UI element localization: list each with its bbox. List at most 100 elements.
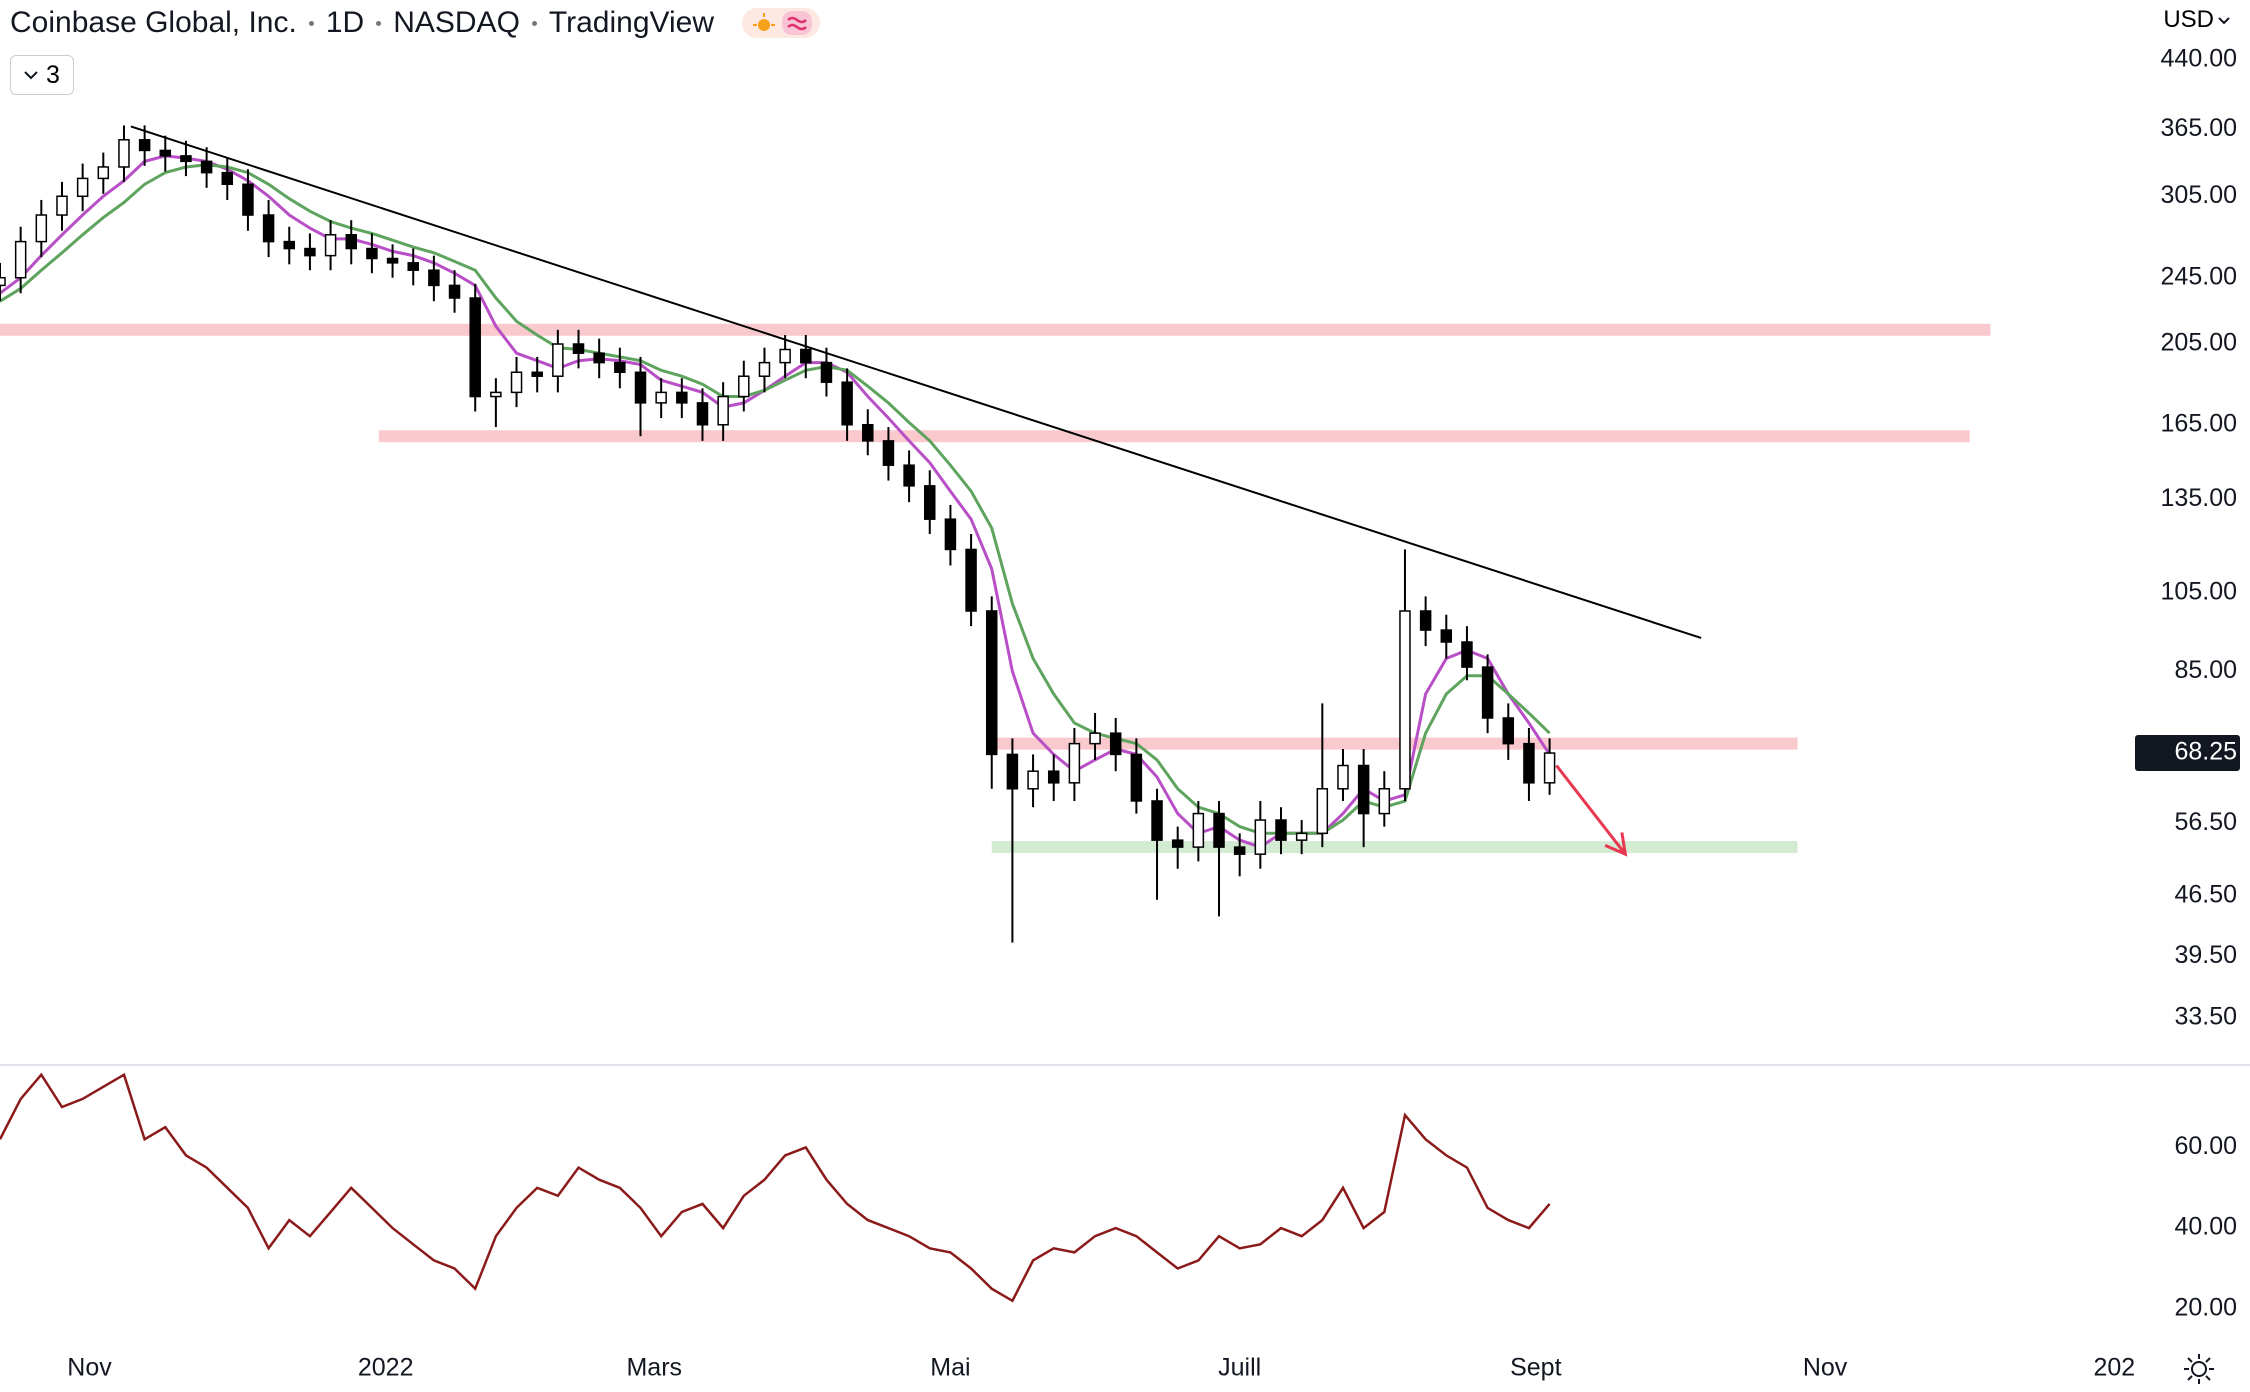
session-icons[interactable] bbox=[742, 8, 820, 38]
candle-body bbox=[510, 371, 523, 394]
candle-body bbox=[572, 343, 585, 354]
candle-body bbox=[1213, 812, 1225, 848]
y-tick-label: 85.00 bbox=[2174, 656, 2237, 684]
candle-body bbox=[304, 247, 316, 257]
price-zone bbox=[0, 323, 1991, 336]
price-zone bbox=[991, 737, 1798, 750]
candle-body bbox=[779, 348, 791, 364]
currency-menu[interactable]: USD bbox=[2163, 6, 2230, 34]
candle-body bbox=[593, 352, 605, 364]
x-tick-label: 2022 bbox=[358, 1354, 414, 1382]
candle-body bbox=[1378, 788, 1391, 815]
source: TradingView bbox=[548, 6, 714, 39]
candle-body bbox=[1192, 812, 1205, 848]
candle-body bbox=[1233, 846, 1246, 855]
y-tick-label: 365.00 bbox=[2161, 114, 2237, 142]
candle-body bbox=[1275, 819, 1287, 841]
candle-body bbox=[1254, 819, 1267, 855]
candle-body bbox=[985, 610, 998, 756]
candle-body bbox=[1481, 666, 1494, 719]
currency: USD bbox=[2163, 6, 2214, 33]
candle-body bbox=[56, 195, 68, 216]
x-tick-label: Mai bbox=[930, 1354, 970, 1382]
y-tick-label: 440.00 bbox=[2161, 45, 2237, 73]
candle-body bbox=[820, 361, 833, 383]
candle-body bbox=[1295, 832, 1308, 841]
candle-body bbox=[882, 440, 895, 466]
candle-body bbox=[1089, 732, 1101, 745]
header: Coinbase Global, Inc. 1D NASDAQ TradingV… bbox=[10, 6, 820, 40]
candle-body bbox=[180, 155, 192, 163]
chevron bbox=[24, 71, 38, 80]
candle-body bbox=[324, 234, 337, 257]
candle-body bbox=[76, 177, 89, 198]
y-tick-label: 20.00 bbox=[2174, 1293, 2237, 1321]
candle-body bbox=[1502, 717, 1515, 745]
interval[interactable]: 1D bbox=[325, 6, 365, 39]
y-tick-label: 135.00 bbox=[2161, 484, 2237, 512]
chevron bbox=[2218, 16, 2230, 24]
candle-body bbox=[1130, 753, 1143, 802]
candle-body bbox=[1461, 641, 1473, 668]
candle-body bbox=[965, 548, 977, 612]
x-tick-label: Sept bbox=[1510, 1354, 1561, 1382]
candle-body bbox=[0, 276, 6, 287]
candle-body bbox=[14, 240, 27, 279]
candle-body bbox=[1337, 764, 1349, 790]
arrow-head bbox=[1604, 832, 1628, 857]
x-tick-label: Nov bbox=[1803, 1354, 1848, 1382]
symbol-title[interactable]: Coinbase Global, Inc. bbox=[10, 6, 297, 39]
x-tick-label: 202 bbox=[2093, 1354, 2135, 1382]
candle-body bbox=[800, 348, 812, 364]
price-zone bbox=[991, 841, 1798, 854]
last-price-label: 68.25 bbox=[2174, 738, 2237, 766]
candle-body bbox=[1399, 610, 1411, 790]
trend-line bbox=[130, 125, 1702, 639]
settings-icon[interactable] bbox=[2182, 1352, 2216, 1386]
candle-body bbox=[1151, 800, 1163, 841]
candle-body bbox=[696, 402, 709, 426]
y-tick-label: 56.50 bbox=[2174, 808, 2237, 836]
arrow bbox=[1555, 764, 1627, 856]
candle-body bbox=[428, 269, 440, 287]
candle-body bbox=[862, 423, 874, 442]
candle-body bbox=[717, 395, 729, 426]
sun-icon bbox=[753, 13, 775, 31]
candle-body bbox=[634, 371, 647, 404]
y-tick-label: 46.50 bbox=[2174, 880, 2237, 908]
wave-icon bbox=[782, 11, 812, 35]
candle-body bbox=[531, 371, 543, 377]
candle-body bbox=[614, 361, 626, 374]
indicator-count: 3 bbox=[46, 60, 60, 89]
candle-body bbox=[138, 139, 151, 152]
candle-body bbox=[283, 240, 296, 250]
candle-body bbox=[1440, 629, 1453, 643]
candle-body bbox=[655, 391, 667, 404]
candle-body bbox=[469, 297, 481, 398]
y-tick-label: 60.00 bbox=[2174, 1132, 2237, 1160]
candle-body bbox=[676, 391, 688, 404]
candle-body bbox=[200, 160, 213, 174]
y-tick-label: 105.00 bbox=[2161, 577, 2237, 605]
candle-body bbox=[1523, 742, 1535, 784]
y-tick-label: 245.00 bbox=[2161, 262, 2237, 290]
x-tick-label: Mars bbox=[626, 1354, 682, 1382]
candle-body bbox=[738, 375, 750, 398]
candle-body bbox=[1419, 610, 1432, 631]
candle-body bbox=[1357, 764, 1370, 815]
candle-body bbox=[1006, 753, 1019, 790]
candle-body bbox=[118, 139, 130, 168]
candle-body bbox=[386, 257, 399, 264]
candle-body bbox=[1047, 770, 1060, 784]
moving-average bbox=[0, 163, 1551, 835]
candle-body bbox=[221, 171, 234, 186]
separator bbox=[376, 20, 382, 26]
y-tick-label: 33.50 bbox=[2174, 1002, 2237, 1030]
y-tick-label: 40.00 bbox=[2174, 1213, 2237, 1241]
indicators-toggle[interactable]: 3 bbox=[10, 55, 74, 95]
candle-body bbox=[924, 485, 936, 520]
y-tick-label: 165.00 bbox=[2161, 409, 2237, 437]
price-zone bbox=[378, 430, 1970, 443]
